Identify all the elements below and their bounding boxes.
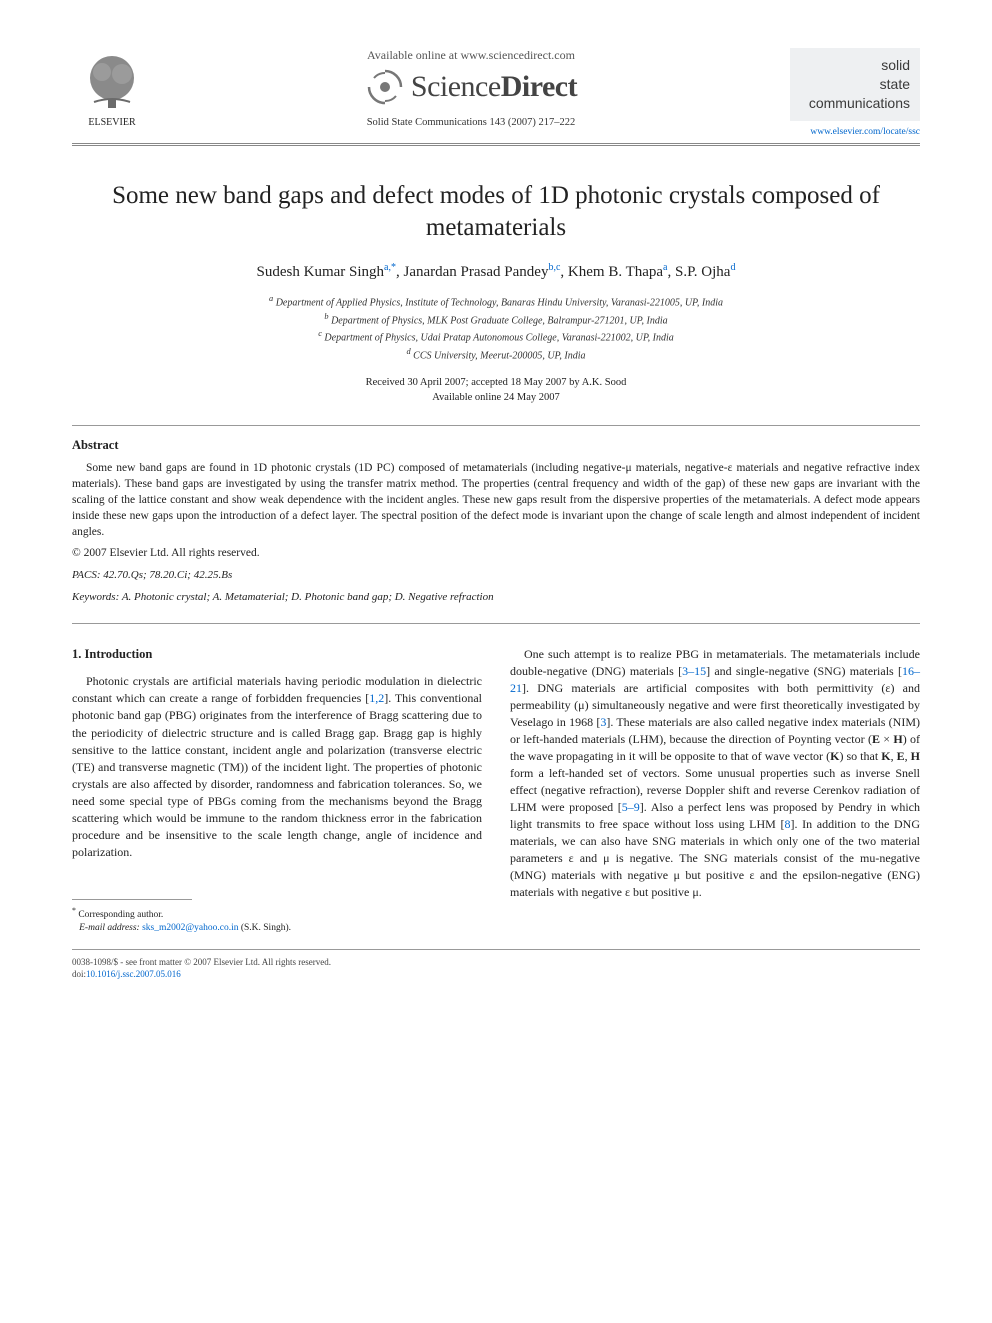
header-rule-1 — [72, 143, 920, 144]
article-title: Some new band gaps and defect modes of 1… — [72, 180, 920, 244]
ssc-word-1: solid — [800, 56, 910, 75]
available-online-line: Available online at www.sciencedirect.co… — [152, 48, 790, 63]
affil-c-text: Department of Physics, Udai Pratap Auton… — [324, 333, 673, 344]
doi-label: doi: — [72, 969, 86, 979]
sciencedirect-swirl-icon — [365, 67, 405, 107]
ref-link-1-2[interactable]: 1,2 — [369, 691, 384, 705]
abstract-body: Some new band gaps are found in 1D photo… — [72, 461, 920, 540]
author-4-aff[interactable]: d — [730, 262, 735, 273]
journal-url-link[interactable]: www.elsevier.com/locate/ssc — [810, 127, 920, 137]
keywords-line: Keywords: A. Photonic crystal; A. Metama… — [72, 591, 920, 603]
email-paren: (S.K. Singh). — [238, 923, 291, 933]
author-4-name: S.P. Ojha — [675, 264, 730, 280]
pacs-label: PACS: — [72, 569, 101, 581]
ssc-word-2: state — [800, 75, 910, 94]
affil-b-text: Department of Physics, MLK Post Graduate… — [331, 315, 668, 326]
affil-c: c Department of Physics, Udai Pratap Aut… — [72, 328, 920, 346]
elsevier-tree-icon — [84, 48, 140, 112]
column-right: One such attempt is to realize PBG in me… — [510, 646, 920, 935]
section-1-heading: 1. Introduction — [72, 646, 482, 664]
footnote-rule — [72, 899, 192, 900]
affil-d: d CCS University, Meerut-200005, UP, Ind… — [72, 346, 920, 364]
sd-prefix: Science — [411, 70, 501, 103]
abstract-copyright: © 2007 Elsevier Ltd. All rights reserved… — [72, 547, 920, 559]
author-2: Janardan Prasad Pandeyb,c — [404, 264, 561, 280]
header-rule-2 — [72, 145, 920, 146]
intro-para-1: Photonic crystals are artificial materia… — [72, 673, 482, 860]
abstract-label: Abstract — [72, 438, 920, 453]
abstract-bottom-rule — [72, 623, 920, 624]
affil-d-text: CCS University, Meerut-200005, UP, India — [413, 350, 585, 361]
author-1-corr[interactable]: * — [391, 262, 396, 273]
ref-link-16-21[interactable]: 16–21 — [510, 664, 920, 695]
affiliations: a Department of Applied Physics, Institu… — [72, 293, 920, 364]
corresponding-footnote: * Corresponding author. E-mail address: … — [72, 906, 482, 935]
journal-reference: Solid State Communications 143 (2007) 21… — [152, 117, 790, 128]
author-3: Khem B. Thapaa — [568, 264, 668, 280]
pacs-value: 42.70.Qs; 78.20.Ci; 42.25.Bs — [101, 569, 233, 581]
elsevier-label: ELSEVIER — [72, 117, 152, 128]
journal-brand-box: solid state communications — [790, 48, 920, 121]
author-3-name: Khem B. Thapa — [568, 264, 663, 280]
author-1: Sudesh Kumar Singha,* — [257, 264, 396, 280]
corr-label: Corresponding author. — [78, 910, 163, 920]
sciencedirect-logo: ScienceDirect — [152, 67, 790, 107]
received-line: Received 30 April 2007; accepted 18 May … — [72, 376, 920, 391]
keywords-value: A. Photonic crystal; A. Metamaterial; D.… — [119, 591, 493, 603]
journal-brand-block: solid state communications www.elsevier.… — [790, 48, 920, 137]
ref-link-5-9[interactable]: 5–9 — [622, 800, 640, 814]
ssc-word-3: communications — [800, 94, 910, 113]
author-3-aff[interactable]: a — [663, 262, 667, 273]
footer-rule — [72, 949, 920, 950]
online-line: Available online 24 May 2007 — [72, 391, 920, 406]
intro-para-2: One such attempt is to realize PBG in me… — [510, 646, 920, 901]
pacs-line: PACS: 42.70.Qs; 78.20.Ci; 42.25.Bs — [72, 569, 920, 581]
author-2-name: Janardan Prasad Pandey — [404, 264, 549, 280]
ref-link-3[interactable]: 3 — [600, 715, 606, 729]
keywords-label: Keywords: — [72, 591, 119, 603]
author-2-aff[interactable]: b,c — [548, 262, 560, 273]
email-label: E-mail address: — [79, 923, 140, 933]
affil-b: b Department of Physics, MLK Post Gradua… — [72, 311, 920, 329]
doi-link[interactable]: 10.1016/j.ssc.2007.05.016 — [86, 969, 181, 979]
ref-link-8[interactable]: 8 — [784, 817, 790, 831]
sciencedirect-block: Available online at www.sciencedirect.co… — [152, 48, 790, 128]
affil-a: a Department of Applied Physics, Institu… — [72, 293, 920, 311]
ref-link-3-15[interactable]: 3–15 — [682, 664, 706, 678]
author-1-aff[interactable]: a, — [384, 262, 391, 273]
footer-doi: doi:10.1016/j.ssc.2007.05.016 — [72, 968, 920, 980]
body-columns: 1. Introduction Photonic crystals are ar… — [72, 646, 920, 935]
journal-url[interactable]: www.elsevier.com/locate/ssc — [790, 127, 920, 137]
footer-copyright: 0038-1098/$ - see front matter © 2007 El… — [72, 956, 920, 968]
corr-email-link[interactable]: sks_m2002@yahoo.co.in — [142, 923, 238, 933]
author-1-name: Sudesh Kumar Singh — [257, 264, 385, 280]
authors-line: Sudesh Kumar Singha,*, Janardan Prasad P… — [72, 262, 920, 281]
page-footer: 0038-1098/$ - see front matter © 2007 El… — [72, 956, 920, 980]
sciencedirect-wordmark: ScienceDirect — [411, 70, 577, 104]
article-dates: Received 30 April 2007; accepted 18 May … — [72, 376, 920, 405]
author-4: S.P. Ojhad — [675, 264, 735, 280]
affil-a-text: Department of Applied Physics, Institute… — [276, 297, 723, 308]
column-left: 1. Introduction Photonic crystals are ar… — [72, 646, 482, 935]
elsevier-logo-block: ELSEVIER — [72, 48, 152, 128]
page-header: ELSEVIER Available online at www.science… — [72, 48, 920, 137]
sd-suffix: Direct — [501, 70, 577, 103]
abstract-top-rule — [72, 425, 920, 426]
